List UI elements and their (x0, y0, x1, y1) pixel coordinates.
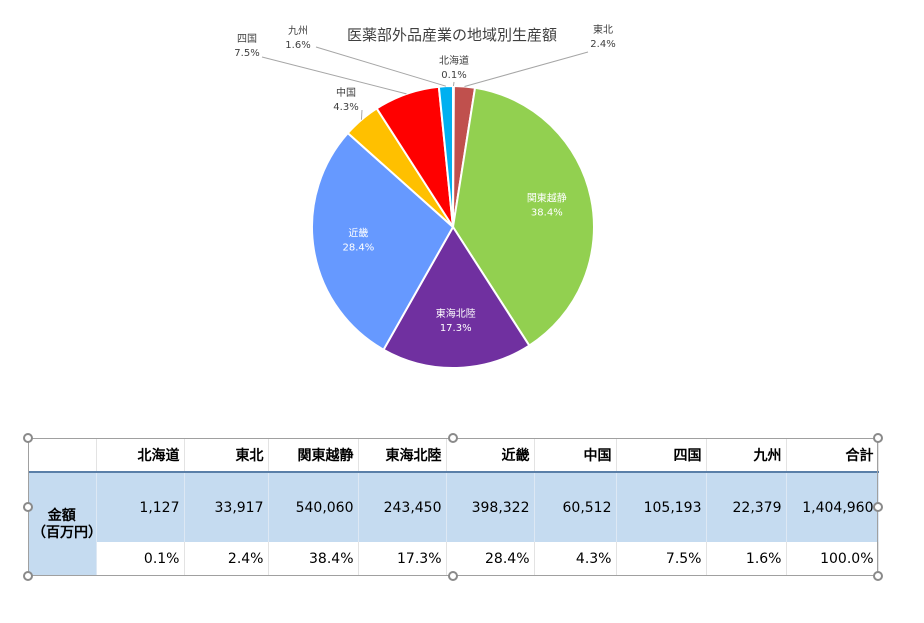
table-header-cell: 九州 (706, 438, 787, 473)
resize-handle-middle-right[interactable] (873, 502, 883, 512)
amount-cell: 1,127 (96, 472, 185, 542)
slice-category-label: 北海道 (439, 54, 469, 67)
slice-value-label: 0.1% (441, 70, 466, 81)
percent-cell: 1.6% (706, 542, 787, 576)
amount-cell: 398,322 (446, 472, 535, 542)
table-header-cell: 東北 (184, 438, 269, 473)
table-header-cell: 合計 (786, 438, 879, 473)
slice-category-label: 関東越静 (527, 191, 567, 204)
amount-cell: 1,404,960 (786, 472, 879, 542)
pie-slice-5 (311, 131, 455, 352)
slice-value-label: 7.5% (234, 48, 259, 59)
amount-cell: 540,060 (268, 472, 359, 542)
amount-cell: 105,193 (616, 472, 707, 542)
slice-category-label: 近畿 (348, 227, 368, 240)
chart-title: 医薬部外品産業の地域別生産額 (347, 26, 557, 44)
row-header-line1: 金額 (47, 507, 76, 524)
table-header-cell: 東海北陸 (358, 438, 447, 473)
percent-cell: 100.0% (786, 542, 879, 576)
resize-handle-middle-left[interactable] (23, 502, 33, 512)
percent-cell: 38.4% (268, 542, 359, 576)
table-header-cell: 近畿 (446, 438, 535, 473)
row-header-amount: 金額 （百万円） (28, 472, 102, 576)
row-header-line2: （百万円） (32, 524, 102, 541)
leader-line (261, 56, 407, 95)
pie-chart-svg: 医薬部外品産業の地域別生産額 北海道 0.1% 東北 2.4% 関東越静 38.4% 東海北… (234, 23, 616, 369)
data-table: 北海道 東北 関東越静 東海北陸 近畿 中国 四国 九州 合計 金額 （百万円）… (28, 438, 879, 576)
amount-cell: 22,379 (706, 472, 787, 542)
resize-handle-bottom-middle[interactable] (448, 571, 458, 581)
table-header-cell: 中国 (534, 438, 617, 473)
slice-value-label: 2.4% (590, 39, 615, 50)
percent-cell: 17.3% (358, 542, 447, 576)
resize-handle-bottom-right[interactable] (873, 571, 883, 581)
resize-handle-bottom-left[interactable] (23, 571, 33, 581)
slice-value-label: 17.3% (440, 323, 472, 334)
slice-category-label: 中国 (336, 86, 356, 99)
percent-cell: 7.5% (616, 542, 707, 576)
slice-category-label: 東北 (593, 23, 613, 36)
table-row-percent: 0.1% 2.4% 38.4% 17.3% 28.4% 4.3% 7.5% 1.… (28, 542, 879, 576)
percent-cell: 0.1% (96, 542, 185, 576)
table-header-cell (28, 438, 97, 473)
leader-line (360, 109, 363, 120)
resize-handle-top-middle[interactable] (448, 433, 458, 443)
amount-cell: 33,917 (184, 472, 269, 542)
table-row-amount: 金額 （百万円） 1,127 33,917 540,060 243,450 39… (28, 472, 879, 576)
slice-value-label: 1.6% (285, 40, 310, 51)
amount-cell: 60,512 (534, 472, 617, 542)
resize-handle-top-left[interactable] (23, 433, 33, 443)
leader-line (452, 81, 455, 87)
table-header-row: 北海道 東北 関東越静 東海北陸 近畿 中国 四国 九州 合計 (28, 438, 879, 473)
slice-value-label: 38.4% (531, 207, 563, 218)
percent-cell: 28.4% (446, 542, 535, 576)
slice-value-label: 4.3% (333, 102, 358, 113)
pie-slice-4 (382, 225, 531, 369)
table-header-cell: 四国 (616, 438, 707, 473)
data-table-container[interactable]: 北海道 東北 関東越静 東海北陸 近畿 中国 四国 九州 合計 金額 （百万円）… (28, 438, 879, 576)
resize-handle-top-right[interactable] (873, 433, 883, 443)
slice-category-label: 東海北陸 (436, 307, 476, 320)
slice-value-label: 28.4% (343, 243, 375, 254)
table-header-cell: 北海道 (96, 438, 185, 473)
pie-chart: 医薬部外品産業の地域別生産額 北海道 0.1% 東北 2.4% 関東越静 38.4% 東海北… (234, 23, 616, 369)
leader-line (315, 46, 447, 87)
percent-cell: 2.4% (184, 542, 269, 576)
slice-category-label: 四国 (237, 33, 257, 45)
leader-line (464, 51, 589, 87)
amount-cell: 243,450 (358, 472, 447, 542)
percent-cell: 4.3% (534, 542, 617, 576)
slice-category-label: 九州 (288, 25, 308, 37)
table-header-cell: 関東越静 (268, 438, 359, 473)
